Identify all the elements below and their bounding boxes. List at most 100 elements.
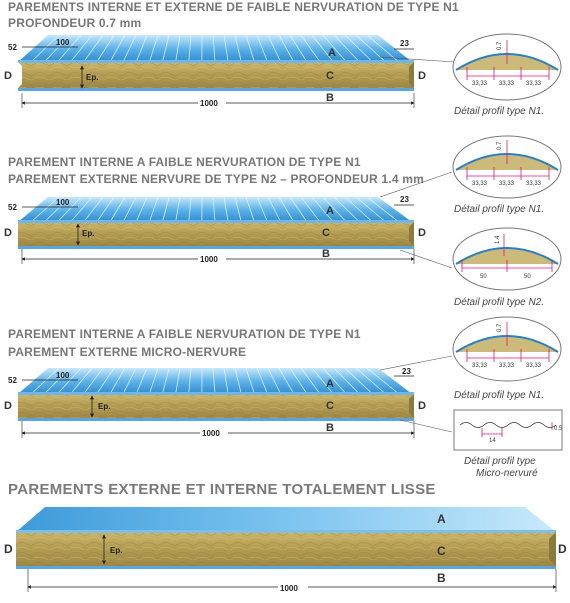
panel-2-top-skin [18,197,412,222]
rib-line [30,196,60,223]
detail-micro: 14 0.5 Détail profil type Micro-nervuré [453,409,563,479]
detail-n1-1: 0.7 33,33 33,33 33,33 Détail profil type… [452,33,562,117]
rib-line [322,34,347,63]
panel-1-dim-rib: 100 [56,38,70,47]
svg-text:50: 50 [524,274,531,280]
rib-line [109,34,126,63]
rib-line [300,367,321,395]
svg-text:50: 50 [480,274,487,280]
rib-line [175,367,181,395]
panel-1: 52 100 23 Ep. 1000 A C B D D [4,34,456,108]
panel-2-dim-left: 52 [8,203,17,212]
svg-text:33,33: 33,33 [472,363,488,369]
svg-text:33,33: 33,33 [499,181,515,187]
svg-text:33,33: 33,33 [472,81,488,87]
panel-1-dim-left: 52 [8,43,17,52]
detail-n1-3-caption: Détail profil type N1. [454,390,544,401]
rib-line [122,367,137,395]
rib-line [212,34,216,63]
rib-line [30,367,60,395]
panel-3: 52 100 23 Ep. 1000 A C B D D [4,355,453,438]
svg-text:33,33: 33,33 [499,81,515,87]
panel-2-label-a: A [326,205,334,217]
panel-1-top-skin [18,35,412,62]
rib-line [43,367,71,395]
panel-4-length: 1000 [280,584,298,593]
rib-line [245,34,255,63]
panel-3-label-d-right: D [418,400,426,412]
rib-line [188,196,192,223]
rib-line [30,34,60,63]
rib-line [355,196,386,223]
panel-1-label-a: A [328,47,336,59]
rib-line [83,367,104,395]
panel-4-label-b: B [437,571,446,585]
rib-line [234,196,242,223]
panel-2-label-d-left: D [4,227,12,239]
rib-line [57,34,82,63]
rib-line [267,367,282,395]
svg-text:0.7: 0.7 [497,323,503,332]
panel-3-top-skin [18,368,412,394]
svg-text:14: 14 [489,438,496,444]
rib-line [333,367,360,395]
rib-line [96,196,115,223]
rib-line [96,367,115,395]
rib-line [311,34,334,63]
panel-3-length: 1000 [202,429,220,438]
section-2-title: PAREMENT INTERNE A FAIBLE NERVURATION DE… [8,155,361,169]
svg-text:33,33: 33,33 [526,81,542,87]
panel-2-label-c: C [322,227,330,239]
rib-line [267,196,282,223]
rib-line [300,196,321,223]
detail-n1-2: 0.7 33,33 33,33 33,33 Détail profil type… [452,135,562,215]
panel-2-dim-right: 23 [400,195,409,204]
rib-line [289,367,308,395]
section-1-title: PAREMENTS INTERNE ET EXTERNE DE FAIBLE N… [8,0,459,14]
detail-micro-caption-2: Micro-nervuré [476,468,538,479]
panel-1-dim-right: 23 [400,39,409,48]
rib-line [122,34,137,63]
rib-line [366,196,400,223]
rib-line [175,196,181,223]
rib-line [256,367,268,395]
panel-2-thickness: Ep. [82,229,94,238]
detail-n1-3: 0.7 33,33 33,33 33,33 Détail profil type… [452,316,562,401]
svg-text:33,33: 33,33 [472,181,488,187]
rib-line [322,196,347,223]
section-3-subtitle: PAREMENT EXTERNE MICRO-NERVURE [8,345,247,359]
rib-line [234,34,242,63]
panel-3-label-c: C [326,400,334,412]
rib-line [83,34,104,63]
rib-line [223,367,229,395]
panel-4-top-skin [16,507,556,532]
panel-1-label-d-right: D [418,70,426,82]
rib-line [344,196,373,223]
svg-text:0.7: 0.7 [497,141,503,150]
panel-2-length: 1000 [200,255,218,264]
rib-line [366,367,400,395]
panel-3-label-a: A [326,378,334,390]
rib-line [175,34,181,63]
svg-text:33,33: 33,33 [526,363,542,369]
rib-line [245,196,255,223]
panel-4-label-a: A [437,512,446,526]
rib-line [96,34,115,63]
svg-text:0.5: 0.5 [554,426,563,432]
panel-2-label-d-right: D [418,227,426,239]
panel-3-label-d-left: D [4,400,12,412]
rib-line [311,196,334,223]
panel-1-thickness: Ep. [86,73,98,82]
rib-line [223,196,229,223]
panel-4-label-d-left: D [4,542,13,556]
rib-line [109,367,126,395]
rib-line [188,34,192,63]
detail-n1-1-caption: Détail profil type N1. [454,106,544,117]
panel-3-thickness: Ep. [98,402,110,411]
panel-1-ribs [30,34,400,63]
panel-2-ribs [30,196,400,223]
rib-line [223,34,229,63]
panel-3-ribs [30,367,400,395]
rib-line [278,34,295,63]
rib-line [148,367,159,395]
